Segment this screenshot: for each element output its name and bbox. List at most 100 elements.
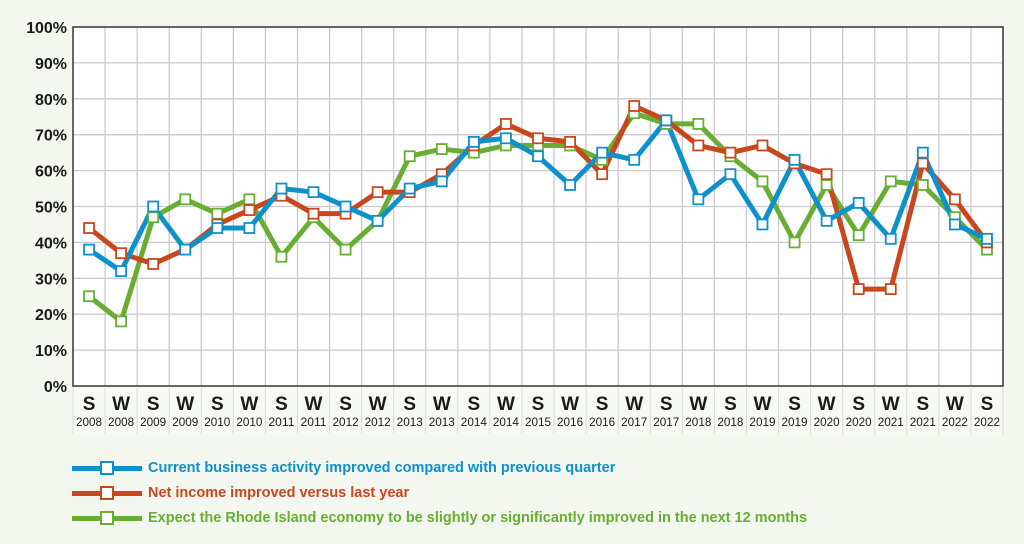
x-tick-year: 2020 — [814, 417, 840, 429]
x-tick-season: W — [497, 394, 515, 415]
x-tick-season: S — [788, 394, 801, 415]
data-point-2 — [788, 236, 801, 249]
x-tick-year: 2008 — [76, 417, 102, 429]
y-tick-label: 20% — [35, 307, 67, 324]
x-tick-year: 2013 — [397, 417, 423, 429]
legend-item-ri-economy: Expect the Rhode Island economy to be sl… — [72, 505, 807, 530]
data-point-1 — [500, 118, 512, 130]
data-point-1 — [756, 139, 769, 152]
data-point-1 — [147, 258, 160, 270]
data-point-0 — [211, 222, 224, 234]
x-tick-season: S — [468, 394, 481, 415]
legend-swatch-red — [72, 485, 142, 500]
x-tick-season: S — [147, 394, 160, 415]
legend-label: Current business activity improved compa… — [148, 459, 616, 476]
x-tick-season: W — [946, 394, 964, 415]
data-point-1 — [115, 247, 128, 260]
x-tick-season: W — [305, 394, 323, 415]
x-tick-year: 2018 — [717, 417, 743, 429]
plot-border — [72, 26, 1004, 387]
data-point-1 — [243, 204, 256, 216]
data-point-0 — [339, 200, 352, 213]
data-point-0 — [532, 150, 544, 163]
data-point-0 — [724, 168, 737, 181]
data-point-2 — [884, 175, 897, 188]
y-tick-label: 10% — [35, 343, 67, 360]
x-tick-season: S — [83, 394, 96, 415]
data-point-0 — [788, 153, 801, 166]
x-axis-band — [73, 388, 1003, 434]
x-tick-year: 2008 — [108, 417, 134, 429]
x-tick-year: 2016 — [589, 417, 615, 429]
data-point-2 — [211, 207, 224, 220]
data-point-1 — [307, 207, 320, 220]
x-tick-season: S — [724, 394, 737, 415]
x-tick-season: W — [433, 394, 451, 415]
y-tick-label: 40% — [35, 235, 67, 252]
data-point-2 — [756, 175, 769, 188]
x-tick-season: W — [818, 394, 836, 415]
data-point-2 — [147, 211, 160, 224]
legend-item-net-income: Net income improved versus last year — [72, 480, 807, 505]
legend: Current business activity improved compa… — [72, 455, 807, 530]
x-tick-year: 2010 — [204, 417, 230, 429]
data-point-0 — [660, 114, 673, 127]
legend-item-business-activity: Current business activity improved compa… — [72, 455, 807, 480]
x-tick-year: 2011 — [268, 417, 294, 429]
x-tick-year: 2014 — [493, 417, 520, 429]
data-point-0 — [371, 214, 384, 227]
data-point-0 — [500, 132, 512, 145]
data-point-0 — [981, 232, 993, 245]
legend-label: Expect the Rhode Island economy to be sl… — [148, 509, 808, 526]
x-tick-season: S — [596, 394, 609, 415]
data-point-1 — [820, 168, 833, 181]
y-tick-label: 80% — [35, 92, 67, 109]
x-tick-year: 2012 — [365, 417, 391, 429]
y-tick-label: 50% — [35, 200, 67, 217]
x-tick-year: 2009 — [172, 417, 198, 429]
legend-swatch-blue — [72, 460, 142, 475]
x-tick-year: 2017 — [621, 417, 647, 429]
data-point-0 — [596, 146, 609, 159]
x-tick-year: 2014 — [461, 417, 488, 429]
data-point-1 — [948, 193, 961, 206]
data-point-0 — [852, 197, 865, 209]
x-tick-season: W — [369, 394, 387, 415]
data-point-1 — [724, 146, 737, 159]
x-tick-season: S — [275, 394, 288, 415]
data-point-1 — [852, 283, 865, 295]
data-point-0 — [916, 146, 929, 159]
data-point-0 — [948, 218, 961, 231]
data-point-1 — [596, 168, 609, 181]
data-point-1 — [916, 157, 929, 170]
data-point-2 — [435, 143, 448, 155]
x-tick-year: 2022 — [942, 417, 968, 429]
x-tick-year: 2021 — [910, 417, 936, 429]
x-tick-year: 2013 — [429, 417, 455, 429]
y-tick-label: 100% — [26, 20, 67, 37]
data-point-0 — [820, 214, 833, 227]
x-tick-year: 2018 — [685, 417, 711, 429]
x-tick-season: W — [689, 394, 707, 415]
x-tick-year: 2019 — [782, 417, 808, 429]
x-tick-season: S — [403, 394, 416, 415]
data-point-2 — [243, 193, 256, 206]
data-point-0 — [884, 232, 897, 245]
data-point-2 — [692, 118, 705, 130]
data-point-2 — [820, 179, 833, 191]
data-point-2 — [179, 193, 192, 206]
x-tick-season: W — [882, 394, 900, 415]
data-point-0 — [467, 135, 480, 148]
data-point-0 — [307, 186, 320, 199]
x-tick-season: W — [176, 394, 194, 415]
data-point-0 — [628, 153, 641, 166]
x-tick-season: W — [754, 394, 772, 415]
data-point-1 — [83, 222, 95, 234]
data-point-2 — [916, 179, 929, 191]
x-tick-season: W — [240, 394, 258, 415]
y-tick-label: 60% — [35, 164, 67, 181]
x-tick-season: S — [981, 394, 994, 415]
data-point-0 — [403, 182, 416, 195]
data-point-2 — [852, 229, 865, 242]
data-point-0 — [692, 193, 705, 206]
